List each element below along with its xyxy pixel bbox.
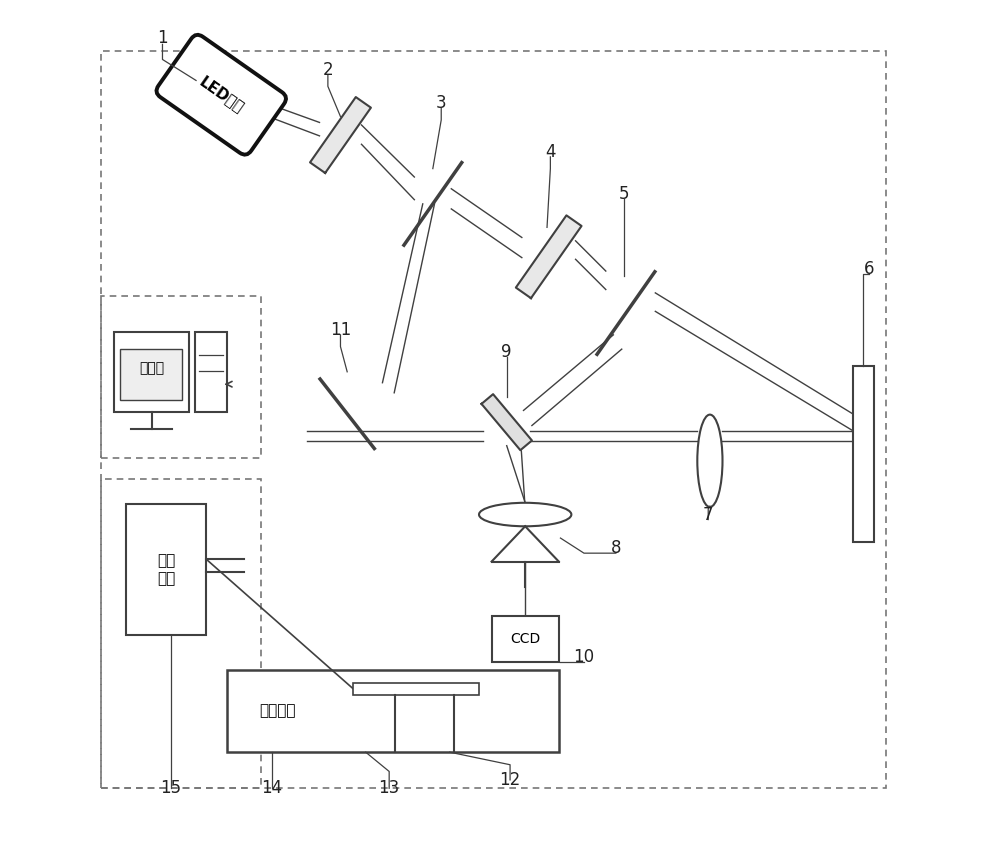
Text: 14: 14	[261, 780, 282, 797]
Bar	[853, 366, 874, 542]
Bar	[126, 505, 206, 635]
Bar	[195, 332, 227, 412]
Text: 3: 3	[436, 94, 447, 112]
Bar	[353, 683, 479, 695]
Ellipse shape	[697, 415, 722, 507]
Text: 2: 2	[323, 61, 333, 78]
Text: 6: 6	[864, 261, 875, 278]
Polygon shape	[516, 215, 582, 299]
FancyBboxPatch shape	[156, 34, 286, 155]
Bar	[492, 616, 559, 663]
Text: 15: 15	[160, 780, 181, 797]
Polygon shape	[310, 97, 371, 173]
Text: 1: 1	[157, 29, 168, 47]
Text: 12: 12	[499, 771, 521, 789]
Text: 光敏树脂: 光敏树脂	[259, 704, 296, 718]
Text: 计算机: 计算机	[139, 362, 164, 375]
Text: 7: 7	[703, 505, 713, 524]
Text: 步进
电机: 步进 电机	[157, 553, 175, 585]
Text: 13: 13	[379, 780, 400, 797]
Ellipse shape	[479, 503, 571, 526]
Bar	[101, 296, 261, 458]
Text: CCD: CCD	[510, 632, 540, 646]
Polygon shape	[481, 394, 532, 450]
Text: 5: 5	[619, 185, 630, 203]
Text: 4: 4	[545, 143, 556, 161]
Bar	[120, 349, 182, 400]
Text: 8: 8	[611, 539, 621, 557]
Text: LED阵列: LED阵列	[196, 74, 246, 115]
Bar	[114, 332, 189, 412]
Text: 11: 11	[330, 320, 351, 339]
Bar	[227, 670, 559, 752]
Bar	[101, 479, 261, 788]
Text: 9: 9	[501, 342, 512, 361]
Bar	[101, 51, 886, 788]
Text: 10: 10	[573, 648, 595, 666]
